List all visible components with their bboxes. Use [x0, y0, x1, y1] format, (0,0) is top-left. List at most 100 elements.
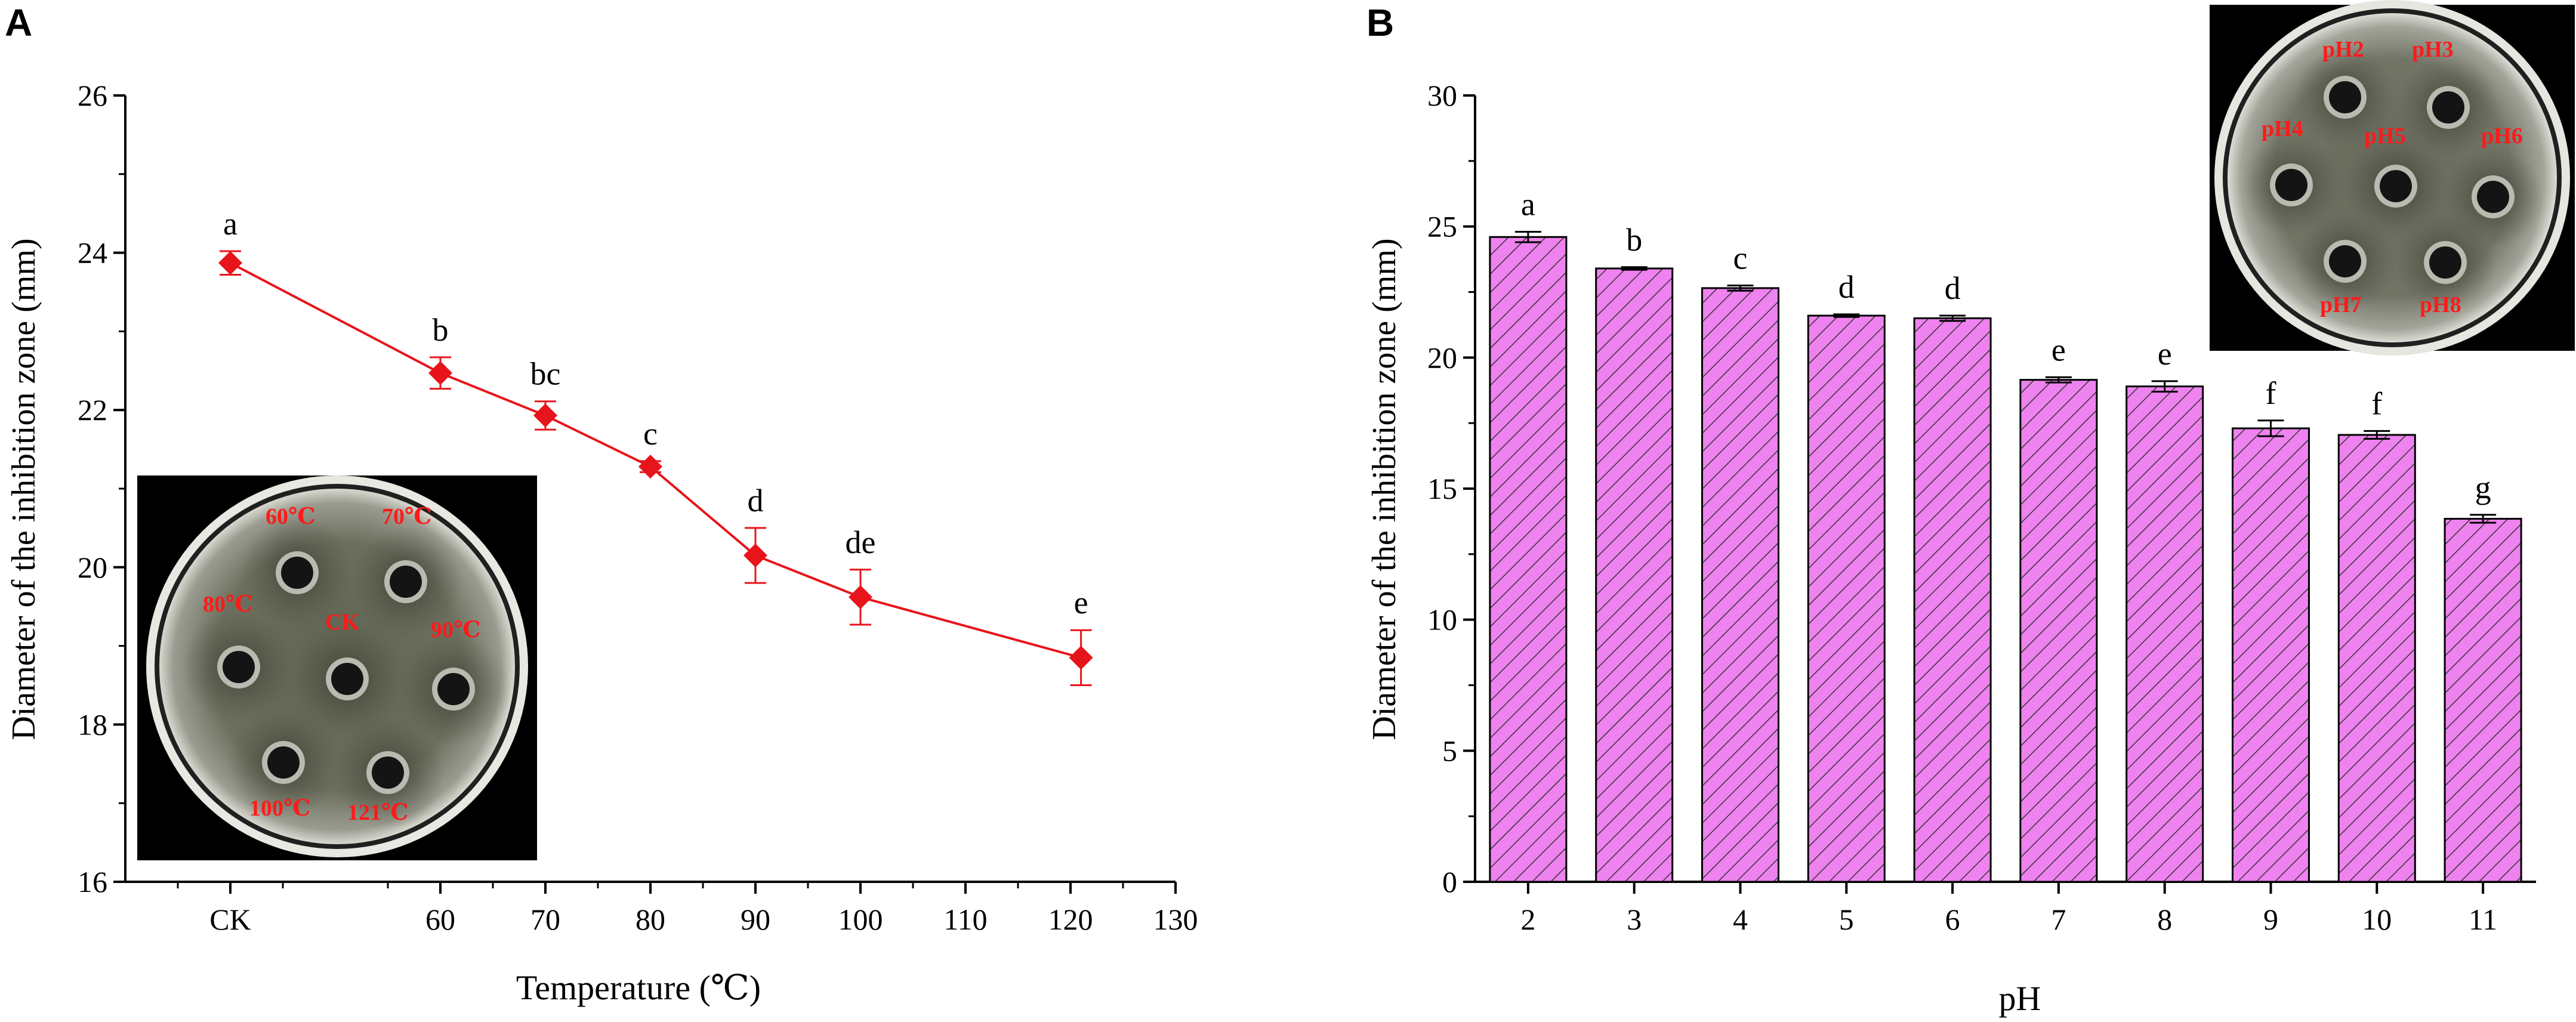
chart-a-x-tick-label: 60	[425, 903, 455, 936]
chart-b-significance-letter: f	[2266, 375, 2276, 411]
chart-b-bar	[1913, 317, 1992, 883]
well-hole	[223, 651, 255, 683]
chart-a-y-tick-label: 18	[78, 708, 107, 741]
chart-a-diamond-marker	[849, 585, 872, 609]
well-hole	[2429, 246, 2461, 279]
chart-a-x-tick-label: 90	[741, 903, 770, 936]
chart-a-diamond-marker	[218, 251, 242, 275]
chart-b-y-tick-label: 15	[1427, 472, 1457, 505]
well-hole	[437, 673, 470, 705]
chart-a-diamond-marker	[533, 403, 557, 428]
chart-b-y-tick-label: 10	[1427, 603, 1457, 637]
chart-a-x-tick-label: 130	[1153, 903, 1198, 936]
chart-b-bar-group: e7	[2019, 332, 2098, 936]
inset-a-label-70: 70℃	[382, 504, 432, 529]
chart-a-y-label: Diameter of the inhibition zone (mm)	[5, 238, 42, 740]
inset-b-label-ph5: pH5	[2364, 123, 2406, 149]
chart-b-x-tick-label: 11	[2469, 903, 2497, 936]
chart-a-point: de	[846, 524, 875, 626]
chart-a-point: d	[744, 483, 767, 584]
chart-b-x-tick-label: 8	[2157, 903, 2172, 936]
chart-b-bar	[2231, 427, 2310, 883]
inset-b-label-ph7: pH7	[2320, 292, 2362, 317]
inset-a-label-90: 90℃	[431, 617, 481, 643]
chart-b-significance-letter: f	[2371, 385, 2382, 421]
chart-b-bar-group: f9	[2231, 375, 2310, 936]
inset-a-label-60: 60℃	[266, 504, 316, 529]
chart-a-diamond-marker	[744, 544, 767, 568]
well-hole	[281, 557, 313, 589]
inset-a-label-121: 121℃	[347, 800, 409, 825]
chart-b-bar	[1595, 267, 1674, 883]
chart-b-x-tick-label: 2	[1520, 903, 1535, 936]
chart-a-significance-letter: d	[748, 483, 764, 518]
chart-b-x-label: pH	[1999, 979, 2041, 1018]
chart-b-y-tick-label: 0	[1442, 865, 1457, 899]
chart-a-significance-letter: e	[1074, 585, 1088, 620]
chart-b-bar	[2019, 379, 2098, 883]
chart-b-y-label: Diameter of the inhibition zone (mm)	[1366, 238, 1403, 740]
chart-a-y-tick-label: 20	[78, 551, 107, 584]
chart-b-bar	[2125, 385, 2204, 883]
inset-b-label-ph6: pH6	[2481, 123, 2523, 149]
chart-a: 16 18 20 22 24 26 CK 60 70 80 90 100 110 120 130 60℃ …	[5, 79, 1198, 1007]
well-hole	[2329, 245, 2361, 277]
chart-b-x-tick-label: 3	[1627, 903, 1642, 936]
chart-a-x-tick-label: 70	[530, 903, 560, 936]
chart-a-inset-photo: 60℃ 70℃ 80℃ CK 90℃ 100℃ 121℃	[137, 476, 537, 860]
well-hole	[372, 757, 404, 789]
chart-b-bar	[2444, 518, 2522, 883]
chart-b-significance-letter: b	[1626, 222, 1642, 258]
chart-a-x-tick-label: 110	[943, 903, 987, 936]
inset-a-label-100: 100℃	[249, 796, 311, 821]
chart-a-diamond-marker	[1069, 646, 1093, 670]
chart-a-diamond-marker	[428, 361, 452, 385]
inset-b-label-ph3: pH3	[2412, 37, 2454, 62]
chart-b-significance-letter: c	[1733, 240, 1748, 276]
chart-b-bar-group: b3	[1595, 222, 1674, 936]
well-hole	[267, 746, 300, 779]
chart-a-x-label: Temperature (℃)	[516, 968, 761, 1007]
inset-a-label-ck: CK	[325, 610, 359, 635]
chart-b-significance-letter: d	[1945, 270, 1961, 306]
chart-a-x-tick-label: 100	[838, 903, 883, 936]
chart-a-significance-letter: c	[643, 416, 658, 452]
chart-b-bar	[1807, 314, 1886, 883]
chart-a-y-tick-label: 26	[78, 79, 107, 112]
chart-b-y-tick-label: 30	[1427, 79, 1457, 112]
chart-a-x-tick-label: CK	[209, 903, 251, 936]
chart-b-significance-letter: e	[2051, 332, 2066, 368]
chart-b-bar	[2337, 434, 2416, 883]
chart-a-point: c	[638, 416, 662, 479]
chart-a-significance-letter: bc	[530, 356, 561, 392]
chart-a-point: a	[218, 206, 242, 276]
well-hole	[2275, 169, 2307, 201]
chart-b-bar	[1489, 236, 1568, 883]
chart-a-significance-letter: a	[223, 206, 237, 242]
chart-a-y-tick-label: 22	[78, 393, 107, 427]
chart-b-bar-group: d6	[1913, 270, 1992, 936]
chart-a-x-tick-label: 120	[1048, 903, 1093, 936]
chart-a-point: b	[428, 312, 452, 390]
chart-b-y-tick-label: 25	[1427, 210, 1457, 243]
inset-b-label-ph4: pH4	[2262, 116, 2303, 141]
well-hole	[331, 663, 363, 695]
chart-b-x-tick-label: 6	[1945, 903, 1960, 936]
chart-b-y-tick-label: 5	[1442, 734, 1457, 767]
chart-a-diamond-marker	[638, 455, 662, 479]
chart-a-y-tick-label: 16	[78, 865, 107, 899]
chart-b-y-tick-label: 20	[1427, 341, 1457, 374]
chart-a-x-tick-label: 80	[635, 903, 665, 936]
chart-b-bar-group: f 10	[2337, 385, 2416, 936]
chart-a-point: e	[1069, 585, 1093, 686]
well-hole	[2477, 181, 2509, 213]
chart-b-bar-group: d5	[1807, 269, 1886, 936]
well-hole	[2329, 81, 2361, 113]
chart-b-significance-letter: d	[1838, 269, 1855, 305]
inset-b-label-ph2: pH2	[2322, 37, 2364, 62]
well-hole	[2380, 170, 2412, 202]
panel-label-b: B	[1366, 1, 1394, 44]
panel-label-a: A	[5, 1, 32, 44]
chart-b-inset-photo: pH2 pH3 pH4 pH5 pH6 pH7 pH8	[2210, 0, 2575, 356]
